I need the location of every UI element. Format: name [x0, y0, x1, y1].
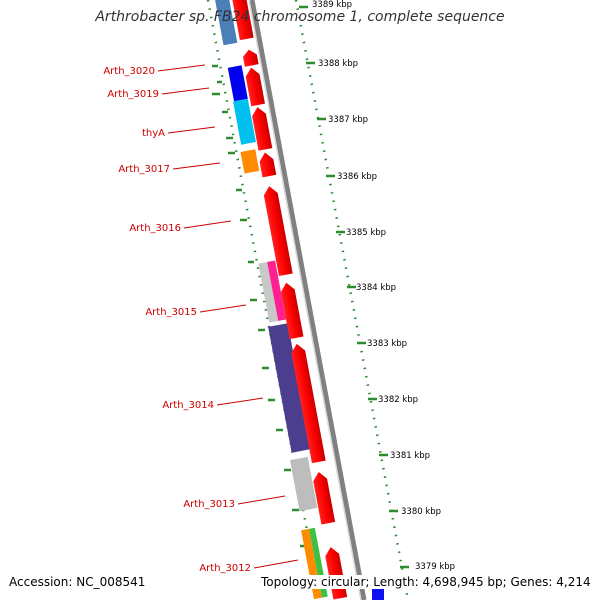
gene-label-arth-3015[interactable]: Arth_3015: [145, 307, 197, 318]
feature-arth-3015-grey[interactable]: [258, 261, 279, 323]
cds-arrow-arth-3013[interactable]: [312, 471, 336, 525]
scale-ticks: [299, 5, 409, 569]
feature-arth-3015-pink[interactable]: [267, 260, 287, 321]
gene-label-arth-3014[interactable]: Arth_3014: [162, 400, 214, 411]
genome-backbone: [249, 0, 367, 600]
gene-label-arth-3016[interactable]: Arth_3016: [129, 223, 181, 234]
cds-arrow-arth-3012[interactable]: [324, 546, 348, 600]
scale-label-3384: 3384 kbp: [356, 283, 396, 293]
cds-arrow-arth-3020[interactable]: [242, 48, 259, 67]
gene-label-arth-3019[interactable]: Arth_3019: [107, 89, 159, 100]
feature-arth-3014-cog[interactable]: [268, 323, 312, 453]
topology-text: Topology: circular; Length: 4,698,945 bp…: [261, 575, 591, 589]
cds-arrow-arth-3017[interactable]: [258, 151, 277, 178]
topology-label: Topology: circular; Length: 4,698,945 bp…: [261, 575, 591, 589]
accession-text: Accession: NC_008541: [9, 575, 146, 589]
cds-arrow-arth-3014[interactable]: [290, 343, 326, 464]
feature-arth-3020-cog[interactable]: [227, 65, 248, 102]
gene-label-arth-3012[interactable]: Arth_3012: [199, 563, 251, 574]
cds-arrow-thya[interactable]: [251, 106, 273, 151]
accession-label: Accession: NC_008541: [9, 575, 146, 589]
gene-labels: Arth_3020 Arth_3019 thyA Arth_3017 Arth_…: [103, 66, 251, 574]
scale-label-3383: 3383 kbp: [367, 339, 407, 349]
feature-thya-cog[interactable]: [233, 98, 256, 145]
cds-arrow-arth-3016[interactable]: [262, 185, 293, 277]
map-title: Arthrobacter sp. FB24 chromosome 1, comp…: [95, 9, 505, 25]
gene-label-arth-3017[interactable]: Arth_3017: [118, 164, 170, 175]
cds-arrow-arth-3015[interactable]: [279, 281, 304, 340]
scale-label-3380: 3380 kbp: [401, 507, 441, 517]
scale-label-3381: 3381 kbp: [390, 451, 430, 461]
scale-label-3388: 3388 kbp: [318, 59, 358, 69]
gene-features: [213, 0, 348, 600]
feature-arth-3013-cog[interactable]: [290, 456, 318, 512]
cds-arrow-arth-3019[interactable]: [244, 66, 266, 107]
gene-label-arth-3020[interactable]: Arth_3020: [103, 66, 155, 77]
gene-leaders: [157, 64, 299, 569]
gene-label-arth-3013[interactable]: Arth_3013: [183, 499, 235, 510]
scale-label-3385: 3385 kbp: [346, 228, 386, 238]
gene-label-thya[interactable]: thyA: [142, 128, 165, 139]
scale-labels: 3389 kbp 3388 kbp 3387 kbp 3386 kbp 3385…: [312, 0, 455, 572]
genome-backbone-highlight: [248, 0, 362, 600]
feature-arth-3021-cog[interactable]: [213, 0, 238, 46]
scale-label-3386: 3386 kbp: [337, 172, 377, 182]
scale-label-3387: 3387 kbp: [328, 115, 368, 125]
feature-arth-3017-cog[interactable]: [240, 149, 260, 174]
cds-arrow-arth-3021[interactable]: [230, 0, 254, 41]
scale-label-3382: 3382 kbp: [378, 395, 418, 405]
scale-label-3389: 3389 kbp: [312, 0, 352, 10]
gc-track-ticks: [212, 64, 307, 548]
scale-label-3379: 3379 kbp: [415, 562, 455, 572]
